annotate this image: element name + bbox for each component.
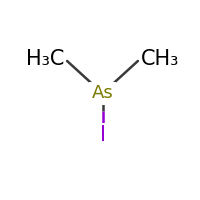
- Text: CH₃: CH₃: [141, 49, 179, 69]
- Text: I: I: [100, 125, 106, 145]
- Text: As: As: [92, 84, 113, 102]
- Text: H₃C: H₃C: [26, 49, 64, 69]
